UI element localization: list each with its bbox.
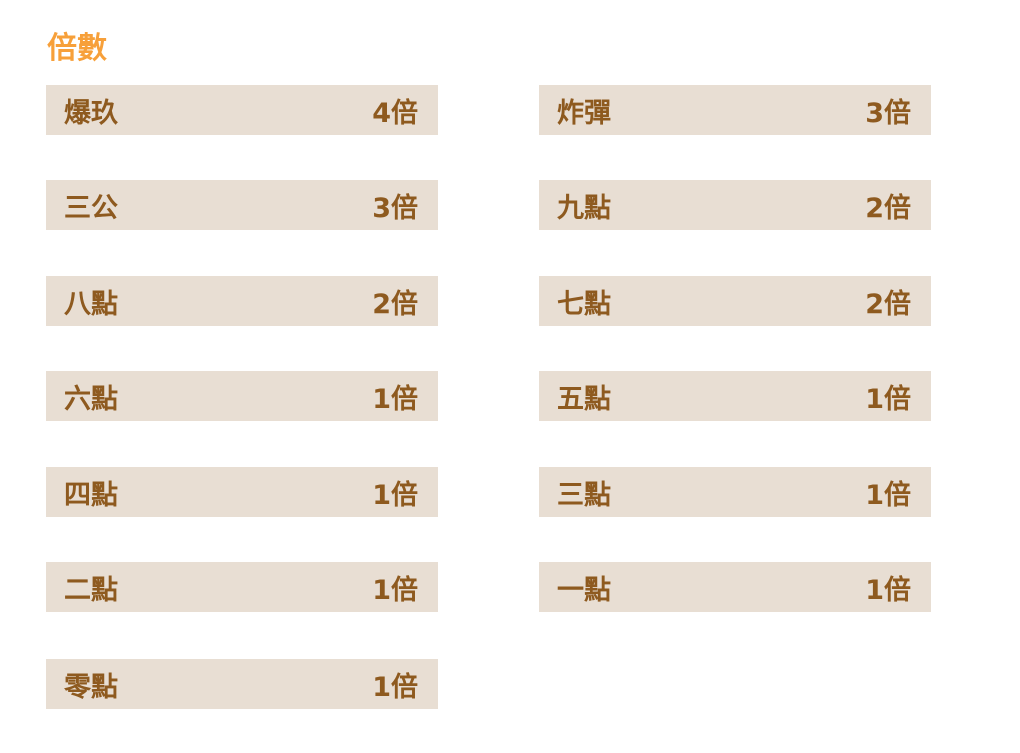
payout-row: 三點 1倍 — [539, 467, 931, 517]
payout-row: 二點 1倍 — [46, 562, 438, 612]
multiplier: 3倍 — [372, 192, 418, 224]
multiplier: 3倍 — [865, 97, 911, 129]
hand-name: 八點 — [64, 288, 118, 320]
multiplier: 1倍 — [372, 383, 418, 415]
hand-name: 六點 — [64, 383, 118, 415]
payout-row: 三公 3倍 — [46, 180, 438, 230]
payout-row: 七點 2倍 — [539, 276, 931, 326]
multiplier: 1倍 — [865, 383, 911, 415]
payout-row: 爆玖 4倍 — [46, 85, 438, 135]
page-title: 倍數 — [47, 31, 107, 66]
multiplier: 2倍 — [865, 288, 911, 320]
hand-name: 四點 — [64, 479, 118, 511]
multiplier: 1倍 — [865, 574, 911, 606]
hand-name: 二點 — [64, 574, 118, 606]
hand-name: 五點 — [557, 383, 611, 415]
payout-row: 八點 2倍 — [46, 276, 438, 326]
payout-row: 六點 1倍 — [46, 371, 438, 421]
hand-name: 炸彈 — [557, 97, 611, 129]
hand-name: 七點 — [557, 288, 611, 320]
multiplier: 4倍 — [372, 97, 418, 129]
multiplier: 2倍 — [865, 192, 911, 224]
payout-row: 炸彈 3倍 — [539, 85, 931, 135]
multiplier: 1倍 — [865, 479, 911, 511]
multiplier: 1倍 — [372, 479, 418, 511]
payout-row: 四點 1倍 — [46, 467, 438, 517]
hand-name: 零點 — [64, 671, 118, 703]
multiplier: 1倍 — [372, 671, 418, 703]
hand-name: 爆玖 — [64, 97, 118, 129]
hand-name: 三點 — [557, 479, 611, 511]
payout-row: 九點 2倍 — [539, 180, 931, 230]
hand-name: 九點 — [557, 192, 611, 224]
hand-name: 一點 — [557, 574, 611, 606]
payout-row: 一點 1倍 — [539, 562, 931, 612]
hand-name: 三公 — [64, 192, 118, 224]
multiplier: 2倍 — [372, 288, 418, 320]
multiplier: 1倍 — [372, 574, 418, 606]
payout-row: 五點 1倍 — [539, 371, 931, 421]
payout-row: 零點 1倍 — [46, 659, 438, 709]
